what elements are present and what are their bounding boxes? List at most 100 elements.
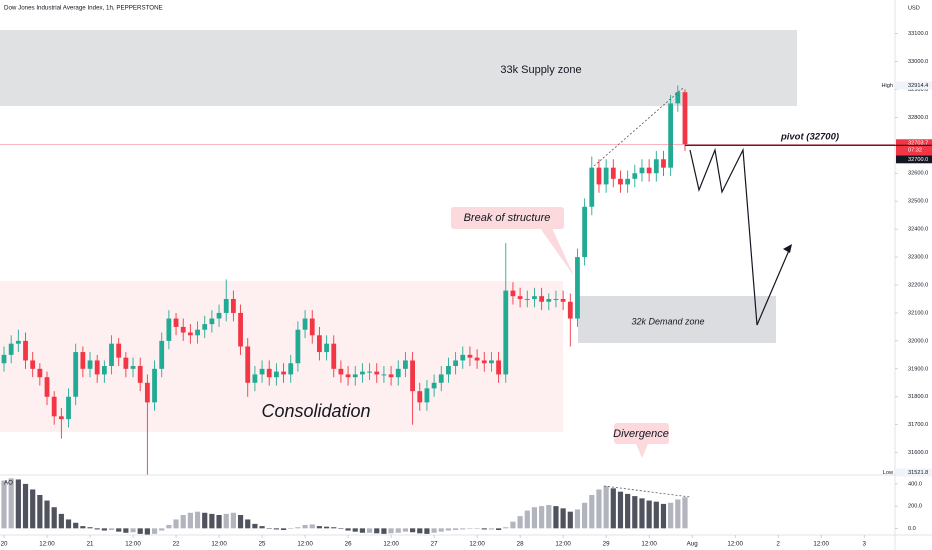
ao-bar (582, 502, 588, 529)
candle-body (37, 368, 43, 378)
ao-bar (539, 506, 545, 529)
ao-bar (668, 502, 674, 529)
candle-body (603, 167, 609, 185)
candle-body (575, 257, 580, 319)
last-price-box (896, 139, 932, 156)
x-tick-label: 3 (862, 541, 866, 548)
candle-body (625, 178, 631, 185)
candle-body (73, 352, 79, 397)
candle-body (230, 298, 236, 313)
candle-body (546, 298, 552, 302)
ao-bar (452, 528, 459, 530)
candle-body (510, 290, 516, 297)
ao-bar (295, 527, 301, 529)
currency-label: USD (908, 5, 920, 11)
ao-panel (1, 478, 688, 535)
ao-bar (94, 528, 100, 530)
candle-body (331, 343, 337, 369)
ao-bar (359, 528, 366, 533)
ao-bar (560, 508, 566, 529)
ao-bar (409, 528, 416, 533)
high-label: High (881, 83, 893, 89)
ao-bar (15, 479, 21, 529)
ao-bar (1, 480, 7, 529)
candle-body (137, 366, 143, 383)
candle-body (30, 360, 36, 369)
candle-body (58, 416, 64, 420)
candle-body (288, 363, 294, 375)
ao-bar (137, 528, 143, 534)
ao-bar (531, 507, 538, 529)
ao-bar (510, 521, 516, 529)
candle-body (173, 318, 179, 327)
candle-body (1, 354, 7, 364)
x-tick-label: 26 (345, 541, 352, 548)
ao-bar (180, 515, 186, 529)
x-tick-label: 22 (173, 541, 180, 548)
ao-bar (503, 527, 509, 529)
y-tick-label: 33100.0 (908, 31, 928, 37)
demand-zone-label: 32k Demand zone (631, 316, 704, 326)
candle-body (639, 167, 645, 174)
ao-bar (144, 528, 150, 535)
ao-bar (381, 528, 387, 534)
ao-bar (44, 500, 50, 529)
ao-bar (37, 495, 43, 529)
ao-bar (108, 528, 115, 530)
candle-body (238, 312, 243, 347)
demand-zone (578, 296, 776, 343)
candle-body (610, 167, 616, 179)
ao-bar (603, 486, 609, 529)
y-tick-label: 32400.0 (908, 227, 928, 233)
x-tick-label: 28 (517, 541, 524, 548)
ao-title: AO (4, 480, 13, 487)
candle-body (338, 368, 344, 375)
candle-body (352, 374, 358, 378)
candle-body (252, 374, 258, 383)
candle-body (281, 371, 286, 375)
pivot-label: pivot (32700) (780, 132, 839, 143)
y-tick-label: 32200.0 (908, 282, 928, 288)
ao-bar (245, 519, 251, 529)
ao-bar (460, 528, 466, 530)
low-price-label: 31521.8 (908, 470, 928, 476)
divergence-pointer (636, 444, 648, 458)
ao-bar (445, 528, 452, 531)
candle-body (453, 360, 458, 367)
ao-bar (80, 526, 86, 529)
candle-body (209, 318, 215, 325)
candle-body (403, 360, 408, 369)
projection-arrowhead (783, 244, 792, 253)
divergence-label: Divergence (613, 428, 669, 440)
divergence-ao-line (603, 485, 691, 498)
ao-bar (610, 488, 616, 529)
candle-body (417, 391, 423, 403)
ao-bar (173, 519, 179, 529)
high-price-box (896, 81, 932, 90)
candle-body (503, 290, 509, 375)
ao-bar (567, 511, 573, 529)
x-tick-label: 12:00 (297, 541, 313, 548)
ao-bar (87, 527, 93, 529)
ao-bar (417, 528, 423, 534)
supply-zone (0, 30, 797, 106)
divergence-box (614, 423, 669, 444)
candle-body (51, 396, 57, 417)
ao-bar (237, 515, 244, 529)
ao-tick-label: 200.0 (908, 504, 922, 510)
ao-bar (58, 513, 64, 529)
ao-bar (252, 523, 258, 529)
ao-bar (424, 528, 430, 534)
y-tick-label: 32100.0 (908, 310, 928, 316)
ao-bar (151, 528, 158, 534)
x-tick-label: 20 (1, 541, 8, 548)
bos-label: Break of structure (464, 212, 551, 224)
candle-body (317, 335, 322, 353)
candle-body (388, 374, 394, 378)
ao-bar (331, 527, 337, 529)
ao-bar (288, 528, 294, 529)
x-tick-label: 2 (776, 541, 780, 548)
x-tick-label: 12:00 (125, 541, 141, 548)
y-tick-label: 32900.0 (908, 87, 928, 93)
ao-bar (574, 509, 581, 529)
